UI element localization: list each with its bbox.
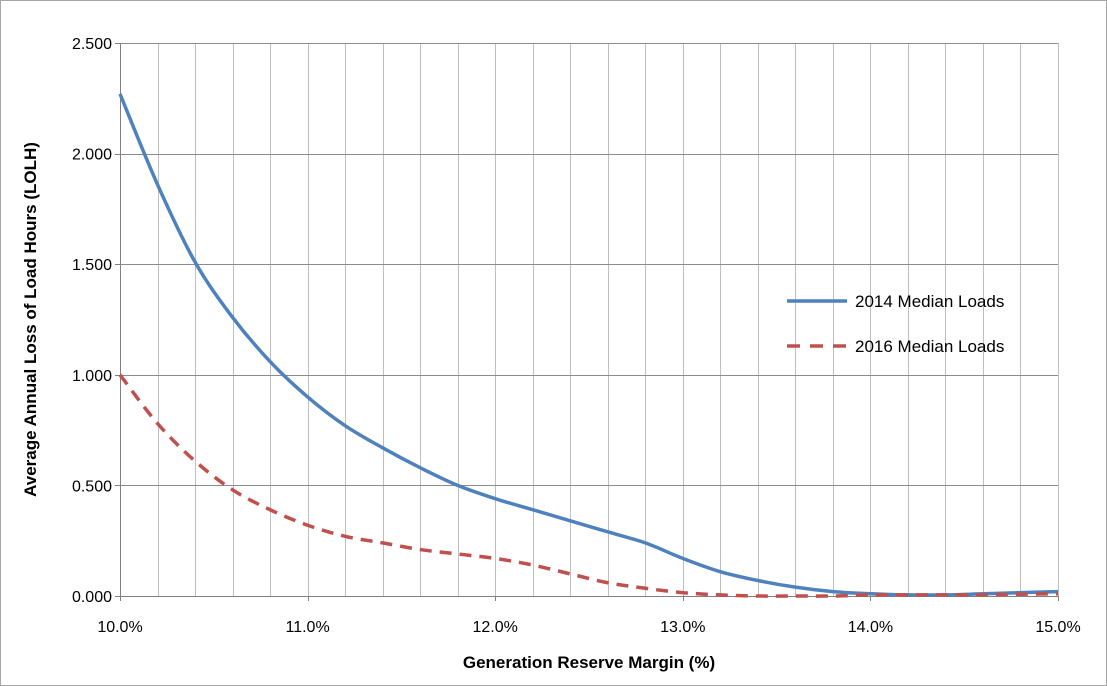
- y-tick-label: 2.500: [72, 36, 112, 53]
- series-layer: [118, 93, 1059, 598]
- y-axis-title: Average Annual Loss of Load Hours (LOLH): [21, 142, 40, 497]
- legend: 2014 Median Loads 2016 Median Loads: [787, 292, 1004, 356]
- axes-layer: 0.000 0.500 1.000 1.500 2.000 2.500 10.0% 11.0%…: [72, 36, 1081, 636]
- series-line-2: [118, 373, 1059, 598]
- x-tick-label: 14.0%: [848, 619, 893, 636]
- y-tick-label: 0.000: [72, 589, 112, 606]
- x-tick-label: 11.0%: [286, 619, 330, 636]
- x-tick-label: 13.0%: [660, 619, 705, 636]
- grid-layer: [120, 43, 1059, 597]
- x-axis-title: Generation Reserve Margin (%): [463, 653, 715, 672]
- y-tick-label: 0.500: [72, 478, 112, 495]
- x-tick-label: 12.0%: [473, 619, 518, 636]
- y-tick-label: 1.000: [72, 368, 112, 385]
- y-tick-label: 2.000: [72, 147, 112, 164]
- x-tick-label: 10.0%: [97, 619, 142, 636]
- legend-label-2: 2016 Median Loads: [855, 337, 1004, 356]
- y-tick-label: 1.500: [72, 257, 112, 274]
- legend-label-1: 2014 Median Loads: [855, 292, 1004, 311]
- x-tick-label: 15.0%: [1035, 619, 1080, 636]
